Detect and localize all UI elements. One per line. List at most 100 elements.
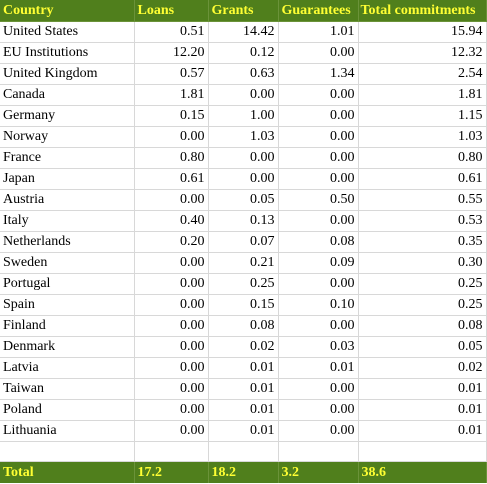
empty-cell[interactable] xyxy=(134,441,209,462)
empty-cell[interactable] xyxy=(358,441,487,462)
value-cell[interactable]: 0.25 xyxy=(358,273,487,295)
value-cell[interactable]: 0.01 xyxy=(208,378,279,400)
value-cell[interactable]: 0.00 xyxy=(134,294,209,316)
value-cell[interactable]: 0.25 xyxy=(358,294,487,316)
header-total-commitments[interactable]: Total commitments xyxy=(358,0,487,22)
header-grants[interactable]: Grants xyxy=(208,0,279,22)
value-cell[interactable]: 0.00 xyxy=(134,378,209,400)
country-cell[interactable]: United States xyxy=(0,21,135,43)
value-cell[interactable]: 0.25 xyxy=(208,273,279,295)
value-cell[interactable]: 0.21 xyxy=(208,252,279,274)
value-cell[interactable]: 0.05 xyxy=(208,189,279,211)
value-cell[interactable]: 12.32 xyxy=(358,42,487,64)
value-cell[interactable]: 1.81 xyxy=(358,84,487,106)
header-loans[interactable]: Loans xyxy=(134,0,209,22)
value-cell[interactable]: 0.20 xyxy=(134,231,209,253)
value-cell[interactable]: 0.01 xyxy=(358,378,487,400)
value-cell[interactable]: 12.20 xyxy=(134,42,209,64)
total-label[interactable]: Total xyxy=(0,461,135,483)
value-cell[interactable]: 1.15 xyxy=(358,105,487,127)
value-cell[interactable]: 0.00 xyxy=(134,189,209,211)
value-cell[interactable]: 0.00 xyxy=(134,273,209,295)
value-cell[interactable]: 0.15 xyxy=(208,294,279,316)
value-cell[interactable]: 0.13 xyxy=(208,210,279,232)
value-cell[interactable]: 1.01 xyxy=(278,21,359,43)
country-cell[interactable]: France xyxy=(0,147,135,169)
value-cell[interactable]: 0.00 xyxy=(278,84,359,106)
value-cell[interactable]: 0.00 xyxy=(208,168,279,190)
value-cell[interactable]: 0.08 xyxy=(208,315,279,337)
value-cell[interactable]: 15.94 xyxy=(358,21,487,43)
empty-cell[interactable] xyxy=(208,441,279,462)
value-cell[interactable]: 0.01 xyxy=(208,420,279,442)
value-cell[interactable]: 0.61 xyxy=(134,168,209,190)
value-cell[interactable]: 0.01 xyxy=(278,357,359,379)
value-cell[interactable]: 0.08 xyxy=(278,231,359,253)
value-cell[interactable]: 0.01 xyxy=(358,399,487,421)
value-cell[interactable]: 0.01 xyxy=(208,357,279,379)
value-cell[interactable]: 0.00 xyxy=(134,126,209,148)
value-cell[interactable]: 0.00 xyxy=(278,399,359,421)
value-cell[interactable]: 0.00 xyxy=(134,420,209,442)
value-cell[interactable]: 0.15 xyxy=(134,105,209,127)
value-cell[interactable]: 0.00 xyxy=(278,168,359,190)
value-cell[interactable]: 14.42 xyxy=(208,21,279,43)
country-cell[interactable]: Norway xyxy=(0,126,135,148)
total-value-cell[interactable]: 38.6 xyxy=(358,461,487,483)
value-cell[interactable]: 0.07 xyxy=(208,231,279,253)
header-guarantees[interactable]: Guarantees xyxy=(278,0,359,22)
value-cell[interactable]: 0.09 xyxy=(278,252,359,274)
country-cell[interactable]: Taiwan xyxy=(0,378,135,400)
value-cell[interactable]: 0.40 xyxy=(134,210,209,232)
value-cell[interactable]: 2.54 xyxy=(358,63,487,85)
country-cell[interactable]: Sweden xyxy=(0,252,135,274)
value-cell[interactable]: 1.81 xyxy=(134,84,209,106)
value-cell[interactable]: 0.00 xyxy=(208,84,279,106)
value-cell[interactable]: 0.10 xyxy=(278,294,359,316)
value-cell[interactable]: 0.51 xyxy=(134,21,209,43)
country-cell[interactable]: Spain xyxy=(0,294,135,316)
total-value-cell[interactable]: 3.2 xyxy=(278,461,359,483)
value-cell[interactable]: 0.57 xyxy=(134,63,209,85)
value-cell[interactable]: 0.00 xyxy=(134,336,209,358)
country-cell[interactable]: Lithuania xyxy=(0,420,135,442)
value-cell[interactable]: 0.00 xyxy=(278,126,359,148)
country-cell[interactable]: Austria xyxy=(0,189,135,211)
value-cell[interactable]: 0.08 xyxy=(358,315,487,337)
empty-cell[interactable] xyxy=(278,441,359,462)
country-cell[interactable]: Finland xyxy=(0,315,135,337)
value-cell[interactable]: 0.12 xyxy=(208,42,279,64)
value-cell[interactable]: 0.01 xyxy=(358,420,487,442)
country-cell[interactable]: EU Institutions xyxy=(0,42,135,64)
value-cell[interactable]: 0.80 xyxy=(134,147,209,169)
value-cell[interactable]: 0.61 xyxy=(358,168,487,190)
value-cell[interactable]: 0.00 xyxy=(278,147,359,169)
value-cell[interactable]: 0.00 xyxy=(134,315,209,337)
value-cell[interactable]: 1.34 xyxy=(278,63,359,85)
value-cell[interactable]: 0.00 xyxy=(278,315,359,337)
value-cell[interactable]: 0.03 xyxy=(278,336,359,358)
value-cell[interactable]: 0.00 xyxy=(278,378,359,400)
value-cell[interactable]: 0.55 xyxy=(358,189,487,211)
value-cell[interactable]: 0.53 xyxy=(358,210,487,232)
header-country[interactable]: Country xyxy=(0,0,135,22)
value-cell[interactable]: 0.00 xyxy=(134,357,209,379)
value-cell[interactable]: 0.80 xyxy=(358,147,487,169)
value-cell[interactable]: 0.63 xyxy=(208,63,279,85)
value-cell[interactable]: 0.00 xyxy=(278,105,359,127)
country-cell[interactable]: Italy xyxy=(0,210,135,232)
country-cell[interactable]: Germany xyxy=(0,105,135,127)
value-cell[interactable]: 0.00 xyxy=(278,420,359,442)
country-cell[interactable]: United Kingdom xyxy=(0,63,135,85)
value-cell[interactable]: 0.01 xyxy=(208,399,279,421)
country-cell[interactable]: Netherlands xyxy=(0,231,135,253)
country-cell[interactable]: Japan xyxy=(0,168,135,190)
country-cell[interactable]: Canada xyxy=(0,84,135,106)
value-cell[interactable]: 0.02 xyxy=(208,336,279,358)
value-cell[interactable]: 1.03 xyxy=(208,126,279,148)
value-cell[interactable]: 0.02 xyxy=(358,357,487,379)
total-value-cell[interactable]: 17.2 xyxy=(134,461,209,483)
total-value-cell[interactable]: 18.2 xyxy=(208,461,279,483)
value-cell[interactable]: 1.03 xyxy=(358,126,487,148)
value-cell[interactable]: 0.00 xyxy=(208,147,279,169)
